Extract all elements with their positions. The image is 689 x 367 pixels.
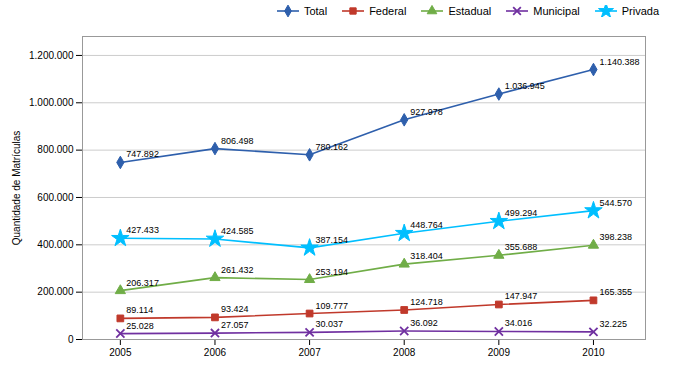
html-text:Federal: Federal (369, 5, 407, 17)
svg-text:Quantidade de Matrículas: Quantidade de Matrículas (11, 131, 22, 246)
svg-text:2009: 2009 (488, 347, 511, 358)
svg-text:398.238: 398.238 (599, 232, 632, 242)
svg-text:124.718: 124.718 (410, 297, 443, 307)
svg-text:32.225: 32.225 (599, 319, 627, 329)
svg-text:261.432: 261.432 (221, 265, 254, 275)
svg-text:387.154: 387.154 (316, 235, 349, 245)
svg-text:109.777: 109.777 (316, 301, 349, 311)
svg-text:544.570: 544.570 (599, 198, 632, 208)
svg-text:355.688: 355.688 (505, 242, 538, 252)
svg-text:2010: 2010 (582, 347, 605, 358)
svg-text:499.294: 499.294 (505, 208, 538, 218)
svg-text:147.947: 147.947 (505, 291, 538, 301)
svg-text:0: 0 (68, 334, 74, 345)
svg-text:36.092: 36.092 (410, 318, 438, 328)
svg-text:747.892: 747.892 (126, 149, 159, 159)
svg-text:27.057: 27.057 (221, 320, 249, 330)
svg-text:1.200.000: 1.200.000 (29, 50, 74, 61)
svg-text:2008: 2008 (393, 347, 416, 358)
svg-text:600.000: 600.000 (37, 192, 74, 203)
svg-text:780.162: 780.162 (316, 142, 349, 152)
svg-text:2007: 2007 (298, 347, 321, 358)
svg-text:400.000: 400.000 (37, 239, 74, 250)
html-text:Total: Total (303, 5, 328, 17)
svg-text:1.000.000: 1.000.000 (29, 97, 74, 108)
svg-text:253.194: 253.194 (316, 267, 349, 277)
svg-text:424.585: 424.585 (221, 226, 254, 236)
svg-text:30.037: 30.037 (316, 319, 344, 329)
svg-text:206.317: 206.317 (126, 278, 159, 288)
svg-text:200.000: 200.000 (37, 286, 74, 297)
svg-text:2005: 2005 (109, 347, 132, 358)
html-text:Privada: Privada (621, 5, 659, 17)
svg-text:318.404: 318.404 (410, 251, 443, 261)
svg-text:806.498: 806.498 (221, 136, 254, 146)
svg-text:93.424: 93.424 (221, 304, 249, 314)
svg-text:25.028: 25.028 (126, 321, 154, 331)
svg-text:34.016: 34.016 (505, 318, 533, 328)
svg-text:2006: 2006 (204, 347, 227, 358)
svg-text:427.433: 427.433 (126, 225, 159, 235)
svg-text:448.764: 448.764 (410, 220, 443, 230)
svg-text:89.114: 89.114 (126, 305, 153, 315)
svg-text:165.355: 165.355 (599, 287, 632, 297)
svg-text:800.000: 800.000 (37, 144, 74, 155)
html-text:Estadual: Estadual (448, 5, 492, 17)
html-text:Municipal: Municipal (533, 5, 580, 17)
svg-text:1.036.945: 1.036.945 (505, 81, 545, 91)
svg-text:927.978: 927.978 (410, 107, 443, 117)
svg-text:1.140.388: 1.140.388 (599, 57, 639, 67)
